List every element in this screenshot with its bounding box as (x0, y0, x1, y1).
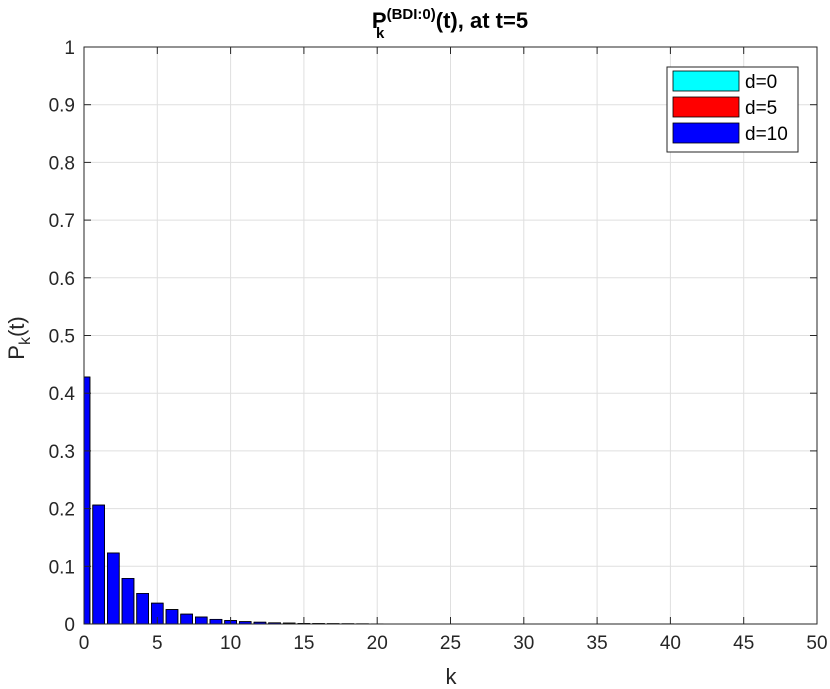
y-tick-label: 0.7 (49, 211, 75, 232)
x-tick-label: 20 (367, 633, 388, 654)
y-tick-label: 0.2 (49, 500, 75, 521)
x-tick-label: 35 (587, 633, 608, 654)
bar (195, 616, 208, 625)
bar (83, 376, 91, 625)
title-subscript: k (376, 25, 385, 42)
x-tick-label: 5 (152, 633, 163, 654)
x-tick-label: 30 (513, 633, 534, 654)
x-tick-label: 0 (79, 633, 90, 654)
y-tick-label: 0.5 (49, 327, 75, 348)
title-suffix: (t), at t=5 (436, 8, 528, 33)
ylabel-suffix: (t) (4, 316, 29, 337)
y-tick-label: 0 (64, 615, 75, 636)
x-tick-label: 15 (293, 633, 314, 654)
legend: d=0 d=5 d=10 (666, 66, 799, 153)
tick-marks (83, 46, 818, 625)
y-tick-label: 0.6 (49, 269, 75, 290)
y-tick-label: 0.8 (49, 153, 75, 174)
bar (165, 609, 179, 625)
x-tick-labels: 0 5 10 15 20 25 30 35 40 45 50 (79, 633, 828, 654)
bar (180, 613, 193, 625)
y-tick-labels: 0 0.1 0.2 0.3 0.4 0.5 0.6 0.7 0.8 0.9 1 (49, 38, 76, 636)
y-tick-label: 1 (64, 38, 75, 59)
y-tick-label: 0.1 (49, 557, 75, 578)
y-axis-label: Pk(t) (4, 316, 34, 359)
x-axis-label: k (446, 664, 458, 689)
title-main: P (372, 8, 387, 33)
bar (209, 618, 223, 625)
legend-label: d=10 (745, 124, 788, 145)
legend-label: d=5 (745, 98, 777, 119)
x-tick-label: 25 (440, 633, 461, 654)
bar (136, 593, 149, 625)
x-tick-label: 40 (660, 633, 681, 654)
legend-swatch (672, 122, 740, 144)
title-superscript: (BDI:0) (387, 6, 436, 23)
x-tick-label: 50 (806, 633, 827, 654)
y-tick-label: 0.3 (49, 442, 75, 463)
legend-label: d=0 (745, 72, 777, 93)
x-tick-label: 45 (733, 633, 754, 654)
chart-title: P(BDI:0)(t), at t=5 (372, 6, 528, 33)
legend-swatch (672, 96, 740, 118)
y-tick-label: 0.9 (49, 96, 75, 117)
legend-swatch (672, 70, 740, 92)
bar (107, 552, 120, 625)
x-tick-label: 10 (220, 633, 241, 654)
bar (92, 504, 105, 625)
bar (121, 578, 135, 625)
ylabel-subscript: k (17, 336, 34, 345)
y-tick-label: 0.4 (49, 384, 76, 405)
ylabel-main: P (4, 345, 29, 360)
